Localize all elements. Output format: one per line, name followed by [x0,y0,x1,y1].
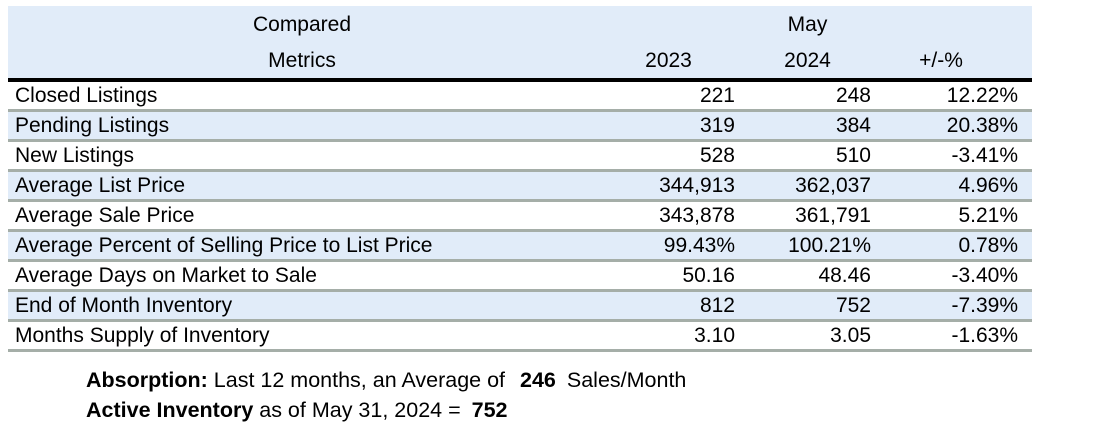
active-inventory-value: 752 [471,398,508,422]
header-2024-label: 2024 [741,44,874,82]
value-2024-cell: 362,037 [741,170,874,202]
value-2024-cell: 752 [741,290,874,322]
table-row: End of Month Inventory 812 752 -7.39% [8,290,1032,322]
active-inventory-text: as of May 31, 2024 = [253,398,467,422]
metric-cell: Average Days on Market to Sale [8,260,596,292]
value-2023-cell: 99.43% [596,230,741,262]
table-row: Closed Listings 221 248 12.22% [8,80,1032,112]
table-body: Closed Listings 221 248 12.22% Pending Listi… [8,80,1032,352]
value-2023-cell: 221 [596,80,741,112]
absorption-text: Last 12 months, an Average of [207,368,512,392]
metric-cell: Pending Listings [8,110,596,142]
metric-cell: Months Supply of Inventory [8,320,596,352]
change-cell: 5.21% [874,200,1032,232]
value-2023-cell: 343,878 [596,200,741,232]
header-row-columns: Metrics 2023 2024 +/-% [8,44,1032,82]
header-2023-label: 2023 [596,44,741,82]
table-row: Average List Price 344,913 362,037 4.96% [8,170,1032,202]
metric-cell: Average Sale Price [8,200,596,232]
table-row: Average Percent of Selling Price to List… [8,230,1032,262]
change-cell: 12.22% [874,80,1032,112]
active-inventory-label: Active Inventory [86,398,254,422]
table-header: Compared May Metrics 2023 2024 +/-% [8,6,1032,82]
header-spacer [596,6,741,44]
active-inventory-note: Active Inventory as of May 31, 2024 = 75… [86,395,686,425]
value-2024-cell: 384 [741,110,874,142]
table-row: Average Days on Market to Sale 50.16 48.46… [8,260,1032,292]
metric-cell: New Listings [8,140,596,172]
value-2023-cell: 319 [596,110,741,142]
metric-cell: Average List Price [8,170,596,202]
table-row: Average Sale Price 343,878 361,791 5.21% [8,200,1032,232]
absorption-note: Absorption: Last 12 months, an Average o… [86,365,686,395]
metric-cell: Closed Listings [8,80,596,112]
value-2024-cell: 510 [741,140,874,172]
change-cell: -1.63% [874,320,1032,352]
value-2024-cell: 361,791 [741,200,874,232]
change-cell: -3.40% [874,260,1032,292]
header-month-label: May [741,6,874,44]
header-compared-label: Compared [8,6,596,44]
absorption-suffix: Sales/Month [560,368,687,392]
table-row: Pending Listings 319 384 20.38% [8,110,1032,142]
value-2024-cell: 248 [741,80,874,112]
header-spacer [874,6,1032,44]
change-cell: -3.41% [874,140,1032,172]
footer-notes: Absorption: Last 12 months, an Average o… [86,365,686,425]
value-2023-cell: 50.16 [596,260,741,292]
absorption-label: Absorption: [86,368,208,392]
header-metrics-label: Metrics [8,44,596,82]
value-2023-cell: 344,913 [596,170,741,202]
value-2023-cell: 3.10 [596,320,741,352]
change-cell: -7.39% [874,290,1032,322]
value-2023-cell: 528 [596,140,741,172]
header-row-group: Compared May [8,6,1032,44]
change-cell: 4.96% [874,170,1032,202]
table-row: Months Supply of Inventory 3.10 3.05 -1.63% [8,320,1032,352]
value-2023-cell: 812 [596,290,741,322]
absorption-value: 246 [520,368,556,392]
value-2024-cell: 3.05 [741,320,874,352]
metric-cell: End of Month Inventory [8,290,596,322]
change-cell: 20.38% [874,110,1032,142]
value-2024-cell: 48.46 [741,260,874,292]
change-cell: 0.78% [874,230,1032,262]
metric-cell: Average Percent of Selling Price to List… [8,230,596,262]
value-2024-cell: 100.21% [741,230,874,262]
header-change-label: +/-% [874,44,1032,82]
metrics-comparison-table: Compared May Metrics 2023 2024 +/-% Clos… [8,6,1032,352]
table-row: New Listings 528 510 -3.41% [8,140,1032,172]
